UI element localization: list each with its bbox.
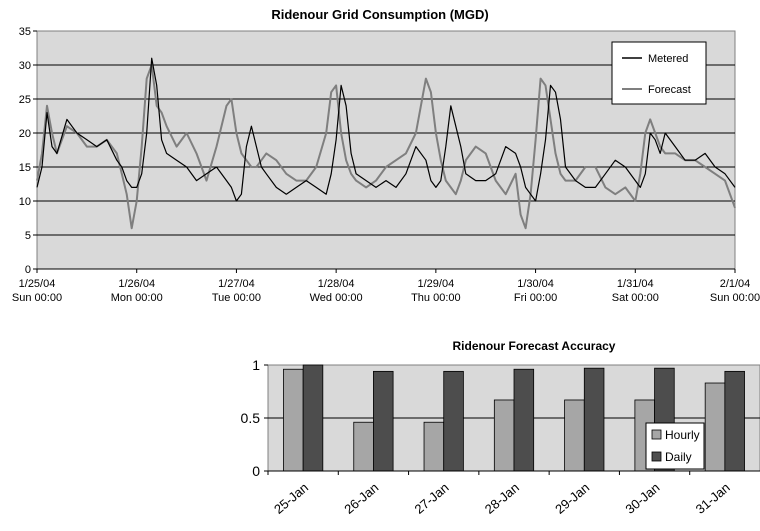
bar-chart-x-tick-label: 26-Jan (341, 480, 381, 517)
line-chart-legend: Metered Forecast (611, 41, 707, 105)
series-line-metered (36, 57, 736, 202)
bar-chart-x-tick-label: 31-Jan (693, 480, 733, 517)
line-chart-x-tick-day: Sat 00:00 (612, 292, 659, 304)
line-chart-x-tick-date: 2/1/04 (720, 278, 751, 290)
line-chart-y-tick-label: 5 (25, 230, 31, 242)
bar-daily-29-jan (583, 367, 605, 472)
bar-hourly-28-jan (493, 399, 515, 472)
line-chart-x-tick-date: 1/26/04 (118, 278, 155, 290)
line-chart-y-axis: 0 5 10 15 20 25 30 35 (19, 26, 37, 276)
line-chart: Ridenour Grid Consumption (MGD) 0 5 10 15 20… (12, 7, 760, 304)
bar-hourly-26-jan (353, 421, 374, 472)
line-chart-x-tick-date: 1/25/04 (19, 278, 56, 290)
bar-chart-x-tick-label: 27-Jan (412, 480, 452, 517)
line-chart-x-tick-day: Sun 00:00 (12, 292, 62, 304)
bar-legend-label-hourly: Hourly (665, 428, 700, 442)
bar-legend-label-daily: Daily (665, 450, 692, 464)
legend-box (611, 41, 707, 105)
bar-legend-swatch-hourly (651, 429, 662, 440)
bar-chart-x-tick-label: 25-Jan (271, 480, 311, 517)
line-chart-series (36, 57, 736, 230)
legend-label-metered: Metered (648, 53, 688, 65)
line-chart-title: Ridenour Grid Consumption (MGD) (271, 7, 488, 22)
bar-chart-bars (283, 364, 745, 472)
bar-chart-x-axis: 25-Jan 26-Jan 27-Jan 28-Jan 29-Jan 30-Jan 31-J… (267, 470, 760, 517)
bar-chart-legend: Hourly Daily (645, 422, 705, 470)
line-chart-y-tick-label: 35 (19, 26, 31, 38)
bar-chart-x-tick-label: 28-Jan (482, 480, 522, 517)
series-line-forecast (36, 64, 736, 230)
line-chart-x-tick-day: Sun 00:00 (710, 292, 760, 304)
line-chart-x-tick-date: 1/31/04 (617, 278, 654, 290)
bar-legend-swatch-daily (651, 451, 662, 462)
line-chart-y-tick-label: 30 (19, 60, 31, 72)
bar-hourly-31-jan (704, 382, 726, 472)
bar-chart-y-tick-label: 0.5 (241, 410, 261, 426)
line-chart-x-axis: 1/25/04 Sun 00:00 1/26/04 Mon 00:00 1/27/04 T… (12, 268, 760, 304)
line-chart-x-tick-day: Wed 00:00 (310, 292, 363, 304)
bar-chart-y-tick-label: 1 (252, 357, 260, 373)
bar-chart-x-tick-label: 29-Jan (552, 480, 592, 517)
bar-chart-y-tick-label: 0 (252, 463, 260, 479)
line-chart-y-tick-label: 20 (19, 128, 31, 140)
line-chart-y-tick-label: 15 (19, 162, 31, 174)
bar-daily-25-jan (302, 364, 324, 472)
line-chart-x-tick-date: 1/30/04 (517, 278, 554, 290)
line-chart-x-tick-date: 1/28/04 (318, 278, 355, 290)
bar-chart: Ridenour Forecast Accuracy 00.51 25-Jan 2… (241, 339, 760, 517)
bar-daily-26-jan (373, 370, 394, 472)
bar-daily-31-jan (724, 370, 745, 472)
line-chart-x-tick-day: Mon 00:00 (111, 292, 163, 304)
line-chart-y-tick-label: 25 (19, 94, 31, 106)
line-chart-x-tick-date: 1/27/04 (218, 278, 255, 290)
bar-daily-27-jan (443, 370, 464, 472)
bar-chart-x-tick-label: 30-Jan (622, 480, 662, 517)
line-chart-x-tick-day: Thu 00:00 (411, 292, 461, 304)
bar-chart-y-axis: 00.51 (241, 357, 268, 479)
line-chart-x-tick-day: Tue 00:00 (212, 292, 261, 304)
line-chart-y-tick-label: 10 (19, 196, 31, 208)
line-chart-x-tick-date: 1/29/04 (418, 278, 455, 290)
bar-hourly-25-jan (283, 368, 304, 472)
bar-daily-28-jan (513, 368, 535, 472)
bar-hourly-29-jan (564, 399, 585, 472)
line-chart-y-tick-label: 0 (25, 264, 31, 276)
bar-chart-title: Ridenour Forecast Accuracy (453, 339, 616, 353)
line-chart-x-tick-day: Fri 00:00 (514, 292, 557, 304)
bar-hourly-27-jan (423, 421, 445, 472)
legend-label-forecast: Forecast (648, 84, 691, 96)
